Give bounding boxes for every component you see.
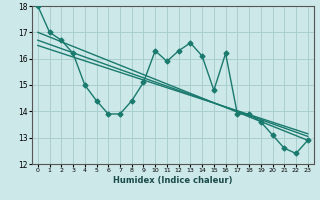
X-axis label: Humidex (Indice chaleur): Humidex (Indice chaleur)	[113, 176, 233, 185]
